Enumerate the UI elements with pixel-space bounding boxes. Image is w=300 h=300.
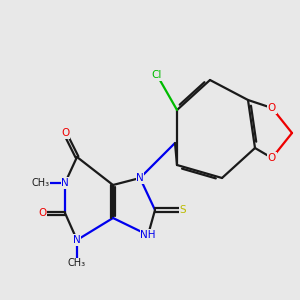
Text: N: N [136, 173, 144, 183]
Text: O: O [268, 153, 276, 163]
Text: CH₃: CH₃ [32, 178, 50, 188]
Text: NH: NH [140, 230, 156, 240]
Text: S: S [180, 205, 186, 215]
Text: O: O [38, 208, 46, 218]
Text: Cl: Cl [152, 70, 162, 80]
Text: N: N [61, 178, 69, 188]
Text: O: O [268, 103, 276, 113]
Text: N: N [73, 235, 81, 245]
Text: O: O [61, 128, 69, 138]
Text: CH₃: CH₃ [68, 259, 86, 269]
